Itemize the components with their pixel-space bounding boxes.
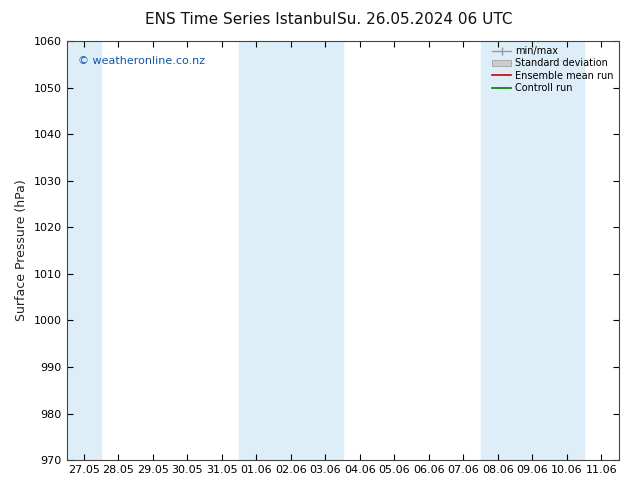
Text: ENS Time Series Istanbul: ENS Time Series Istanbul	[145, 12, 337, 27]
Text: Su. 26.05.2024 06 UTC: Su. 26.05.2024 06 UTC	[337, 12, 512, 27]
Bar	[481, 41, 584, 460]
Y-axis label: Surface Pressure (hPa): Surface Pressure (hPa)	[15, 180, 28, 321]
Legend: min/max, Standard deviation, Ensemble mean run, Controll run: min/max, Standard deviation, Ensemble me…	[489, 43, 617, 96]
Bar	[239, 41, 342, 460]
Text: © weatheronline.co.nz: © weatheronline.co.nz	[77, 56, 205, 66]
Bar	[67, 41, 101, 460]
